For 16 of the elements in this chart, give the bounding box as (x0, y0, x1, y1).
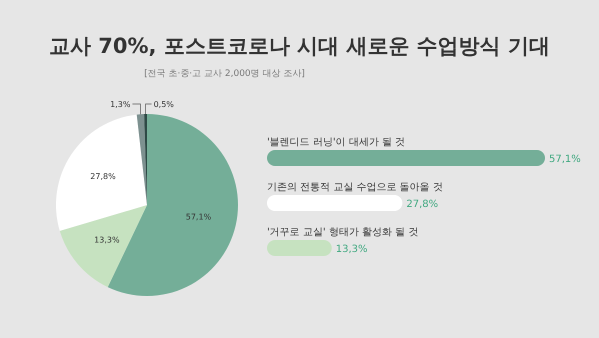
data-label: 27,8% (406, 199, 438, 210)
y-tick-label: '거꾸로 교실' 형태가 활성화 될 것 (267, 227, 418, 238)
data-label: 13,3% (336, 244, 368, 255)
data-label: 57,1% (549, 154, 581, 165)
pie-slice (136, 114, 147, 205)
y-tick-label: '블렌디드 러닝'이 대세가 될 것 (267, 137, 406, 148)
data-label: 13,3% (94, 235, 120, 244)
pie-slice (60, 205, 147, 288)
data-label: 1,3% (110, 100, 131, 109)
data-label: 0,5% (154, 100, 174, 109)
data-label: 57,1% (186, 212, 212, 222)
chart-subtitle: [전국 초·중·고 교사 2,000명 대상 조사] (144, 69, 305, 79)
data-label: 27,8% (90, 172, 116, 181)
text: 교사 70%, 포스트코로나 시대 새로운 수업방식 기대 (48, 34, 550, 58)
y-tick-label: 기존의 전통적 교실 수업으로 돌아올 것 (267, 182, 443, 193)
pie-slice (56, 114, 147, 231)
